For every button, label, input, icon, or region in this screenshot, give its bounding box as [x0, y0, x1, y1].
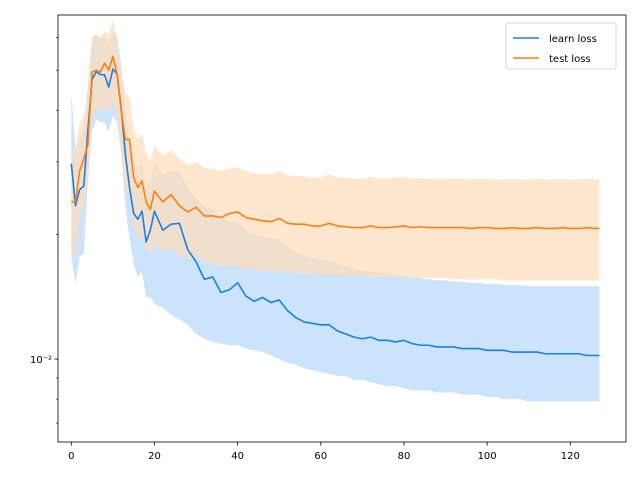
axes-frame [57, 14, 627, 443]
axes: 0 20 40 60 80 100 120 10⁻² [30, 14, 627, 462]
x-tick-label: 120 [561, 451, 580, 462]
legend: learn loss test loss [505, 22, 617, 70]
x-tick-label: 100 [478, 451, 497, 462]
x-tick-label: 40 [231, 451, 244, 462]
series-line-1 [71, 55, 600, 230]
plot-area [70, 20, 600, 402]
y-tick-label: 10⁻² [30, 355, 52, 366]
legend-label-1: test loss [549, 54, 591, 65]
x-tick-label: 80 [398, 451, 411, 462]
x-tick-label: 20 [148, 451, 161, 462]
x-tick-label: 0 [68, 451, 74, 462]
legend-label-0: learn loss [549, 34, 597, 45]
x-tick-label: 60 [314, 451, 327, 462]
series-band-0 [71, 31, 600, 402]
